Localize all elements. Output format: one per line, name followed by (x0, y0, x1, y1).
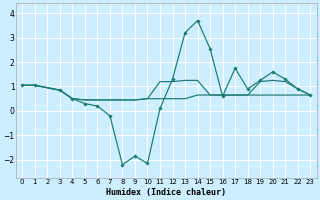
X-axis label: Humidex (Indice chaleur): Humidex (Indice chaleur) (106, 188, 226, 197)
